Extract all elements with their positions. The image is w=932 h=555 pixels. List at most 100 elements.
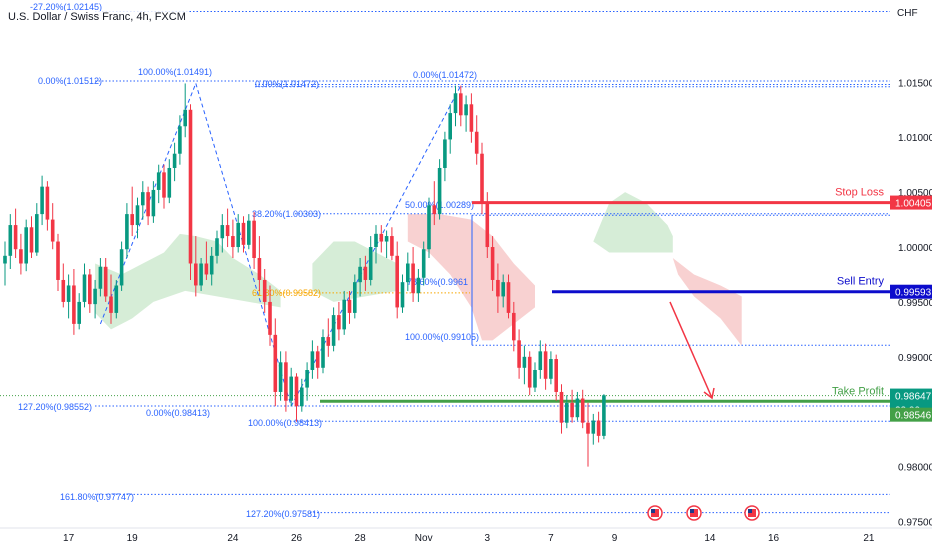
x-tick-label: 3 bbox=[485, 533, 491, 544]
candle-body bbox=[347, 299, 352, 313]
candle-body bbox=[146, 192, 150, 217]
candle-body bbox=[162, 172, 166, 198]
x-tick-label: 26 bbox=[291, 533, 303, 544]
fib-label: -27.20%(1.02145) bbox=[30, 2, 102, 12]
fib-label: 127.20%(0.98552) bbox=[18, 402, 92, 412]
candle-body bbox=[130, 214, 134, 226]
fib-label: 127.20%(0.97581) bbox=[246, 509, 320, 519]
candle-body bbox=[50, 219, 55, 242]
candle-body bbox=[236, 222, 240, 248]
candle-body bbox=[326, 337, 331, 346]
x-tick-label: 17 bbox=[63, 533, 75, 544]
candle-body bbox=[310, 351, 315, 370]
candle-body bbox=[565, 402, 569, 423]
candle-body bbox=[103, 266, 108, 297]
fib-label: 0.00%(1.01472) bbox=[413, 70, 477, 80]
candle-body bbox=[602, 395, 606, 436]
fib-label: 0.00%(1.01512) bbox=[38, 76, 102, 86]
candle-body bbox=[284, 362, 288, 401]
projection-arrow-line bbox=[669, 301, 713, 399]
candle-body bbox=[77, 301, 81, 324]
candle-body bbox=[61, 279, 66, 302]
candle-body bbox=[178, 126, 182, 154]
candle-body bbox=[45, 186, 50, 220]
candle-body bbox=[300, 387, 304, 407]
take-profit-price-tag-text: 0.98546 bbox=[895, 411, 932, 422]
last-price-tag-text: 0.98647 bbox=[895, 392, 932, 403]
candle-body bbox=[35, 214, 39, 253]
candle-body bbox=[294, 376, 299, 407]
candle-body bbox=[82, 274, 87, 302]
take-profit-label: Take Profit bbox=[832, 385, 884, 397]
x-tick-label: 16 bbox=[768, 533, 780, 544]
candle-body bbox=[490, 247, 495, 280]
candle-body bbox=[114, 285, 119, 313]
ichimoku-cloud-0 bbox=[95, 233, 281, 330]
candle-body bbox=[3, 255, 7, 264]
candle-body bbox=[533, 369, 537, 388]
candle-body bbox=[215, 238, 219, 256]
stop-loss-label: Stop Loss bbox=[835, 187, 884, 199]
candle-body bbox=[374, 233, 378, 248]
candle-body bbox=[257, 258, 262, 280]
candle-body bbox=[384, 236, 389, 242]
candle-body bbox=[501, 282, 505, 297]
event-icon-canton bbox=[651, 509, 655, 513]
ichimoku-cloud-3 bbox=[593, 192, 673, 253]
candle-body bbox=[199, 263, 203, 286]
candle-body bbox=[66, 285, 71, 302]
candle-body bbox=[485, 203, 490, 248]
candle-body bbox=[522, 356, 527, 368]
candle-body bbox=[262, 279, 267, 302]
currency-label: CHF bbox=[897, 8, 918, 19]
candle-body bbox=[88, 274, 92, 305]
y-tick-label: 1.00500 bbox=[898, 188, 932, 199]
candle-body bbox=[580, 398, 585, 423]
sell-entry-price-tag-text: 0.99593 bbox=[895, 288, 932, 299]
stop-loss-price-tag-text: 1.00405 bbox=[895, 199, 932, 210]
candle-body bbox=[289, 376, 293, 401]
y-tick-label: 1.01500 bbox=[898, 78, 932, 89]
candle-body bbox=[151, 189, 156, 217]
candle-body bbox=[135, 205, 140, 226]
candle-body bbox=[443, 139, 447, 168]
candle-body bbox=[390, 236, 394, 256]
candle-body bbox=[543, 351, 548, 379]
candle-body bbox=[220, 225, 225, 239]
candle-body bbox=[119, 249, 124, 286]
candle-body bbox=[141, 192, 145, 206]
candle-body bbox=[596, 420, 601, 436]
candle-body bbox=[363, 266, 368, 280]
candle-body bbox=[337, 315, 341, 330]
candle-body bbox=[474, 131, 479, 154]
us-flag-event-icon bbox=[647, 505, 663, 521]
fib-label: 38.20%(1.00303) bbox=[252, 209, 321, 219]
candle-body bbox=[517, 340, 521, 368]
sell-entry-price-tag-bg bbox=[890, 284, 932, 299]
candle-body bbox=[448, 113, 452, 140]
candle-body bbox=[453, 93, 458, 114]
fib-label: 100.00%(1.01491) bbox=[138, 67, 212, 77]
chart-title: U.S. Dollar / Swiss Franc, 4h, FXCM bbox=[6, 11, 188, 23]
x-tick-label: 9 bbox=[612, 533, 618, 544]
candle-body bbox=[527, 356, 532, 388]
x-tick-label: Nov bbox=[415, 533, 433, 544]
fib-label: 161.80%(0.97747) bbox=[60, 492, 134, 502]
fib-label: 100.00%(0.99105) bbox=[405, 332, 479, 342]
candle-body bbox=[19, 249, 23, 264]
y-tick-label: 0.98000 bbox=[898, 463, 932, 474]
stop-loss-price-tag-bg bbox=[890, 195, 932, 210]
candle-body bbox=[156, 172, 161, 190]
candle-body bbox=[278, 362, 283, 392]
candle-body bbox=[252, 220, 256, 259]
candle-body bbox=[273, 334, 278, 392]
candle-body bbox=[183, 109, 187, 127]
candle-body bbox=[538, 351, 543, 370]
fib-label: 78.60%(0.9961 bbox=[407, 277, 468, 287]
event-icon-canton bbox=[748, 509, 752, 513]
ichimoku-cloud-2 bbox=[407, 214, 535, 341]
candle-body bbox=[268, 301, 272, 335]
candle-body bbox=[395, 255, 399, 308]
candle-body bbox=[559, 391, 564, 423]
